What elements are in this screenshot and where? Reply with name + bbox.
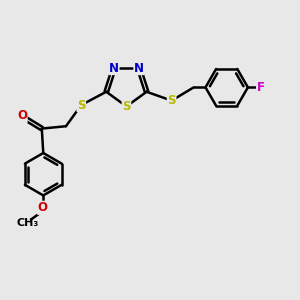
- Text: N: N: [134, 61, 144, 75]
- Text: O: O: [17, 110, 27, 122]
- Text: O: O: [38, 201, 48, 214]
- Text: N: N: [109, 61, 119, 75]
- Text: S: S: [167, 94, 176, 107]
- Text: S: S: [122, 100, 131, 113]
- Text: F: F: [256, 81, 265, 94]
- Text: S: S: [77, 98, 86, 112]
- Text: CH₃: CH₃: [16, 218, 38, 227]
